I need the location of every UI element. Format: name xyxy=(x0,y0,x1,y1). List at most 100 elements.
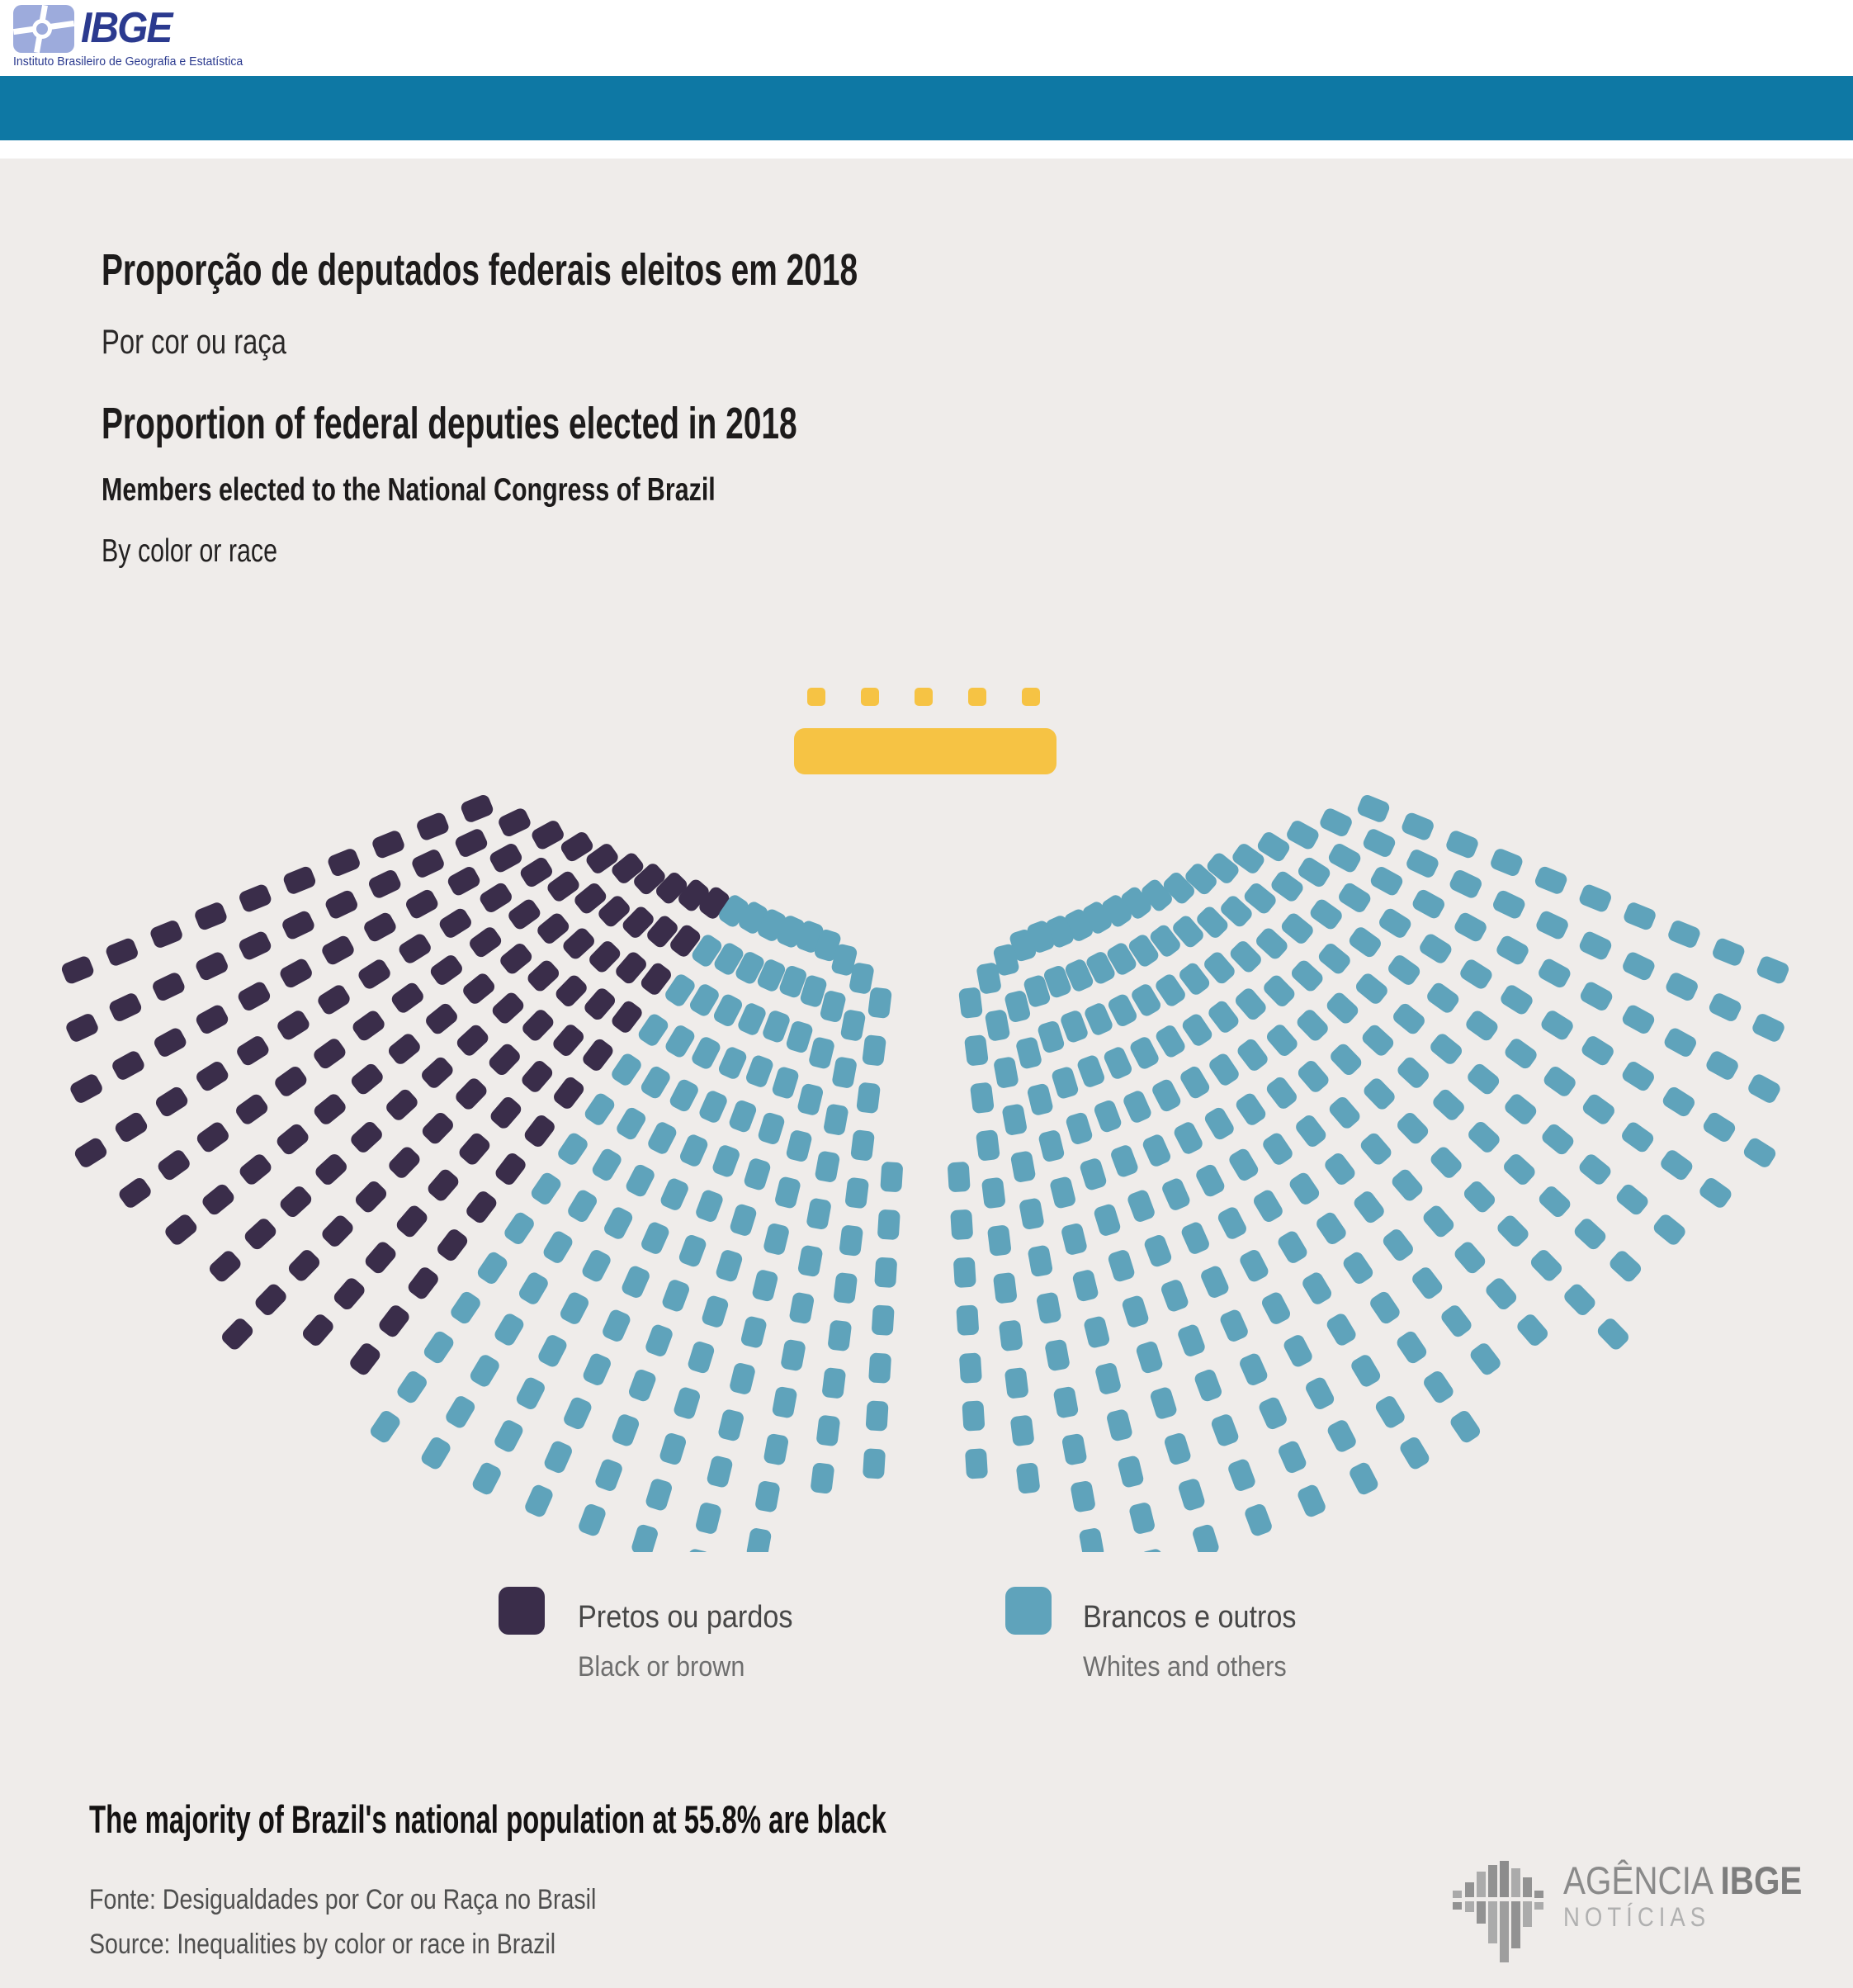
seat-dot xyxy=(1129,1503,1155,1534)
seat-dot xyxy=(470,1355,499,1387)
seat-dot xyxy=(325,890,357,919)
seat-dot xyxy=(1150,925,1180,957)
seat-dot xyxy=(1539,1186,1571,1218)
seat-dot xyxy=(757,959,786,992)
seat-dot xyxy=(1163,873,1194,904)
seat-dot xyxy=(314,1094,346,1124)
seat-dot xyxy=(150,921,182,948)
seat-dot xyxy=(1530,1250,1562,1281)
seat-dot xyxy=(1430,1147,1462,1178)
seat-dot xyxy=(428,1169,459,1201)
seat-dot xyxy=(1077,1055,1104,1087)
seat-dot xyxy=(158,1150,190,1181)
seat-dot xyxy=(699,1091,727,1123)
seat-dot xyxy=(1174,1122,1203,1154)
seat-dot xyxy=(1141,1549,1166,1552)
seat-dot xyxy=(426,1003,457,1034)
seat-dot xyxy=(1061,1433,1087,1465)
seat-dot xyxy=(1111,1145,1138,1177)
seat-dot xyxy=(527,960,560,992)
seat-dot xyxy=(1364,1078,1395,1110)
seat-dot xyxy=(1253,1190,1283,1222)
seat-dot xyxy=(1095,1363,1121,1394)
seat-dot xyxy=(612,853,644,883)
legend-label-en-black-brown: Black or brown xyxy=(578,1651,745,1683)
seat-dot xyxy=(386,1089,418,1120)
seat-dot xyxy=(1375,1396,1405,1428)
seat-dot xyxy=(522,1061,553,1092)
seat-dot xyxy=(459,1133,490,1165)
seat-dot xyxy=(1010,1151,1036,1182)
seat-dot xyxy=(239,884,272,912)
seat-dot xyxy=(598,896,630,927)
seat-dot xyxy=(1107,943,1137,975)
seat-dot xyxy=(993,944,1019,976)
seat-dot xyxy=(1209,1053,1239,1086)
seat-dot xyxy=(786,1020,813,1053)
seat-dot xyxy=(622,906,654,938)
seat-dot xyxy=(477,1252,508,1284)
seat-dot xyxy=(66,1014,98,1042)
seat-dot xyxy=(461,795,494,822)
seat-dot xyxy=(1709,993,1742,1021)
seat-dot xyxy=(1397,1112,1429,1144)
seat-dot xyxy=(1244,883,1276,914)
seat-dot xyxy=(592,1148,622,1181)
seat-dot xyxy=(1123,1091,1151,1123)
seat-dot xyxy=(1433,1089,1464,1120)
seat-dot xyxy=(1362,1025,1394,1056)
seat-dot xyxy=(1497,1215,1529,1247)
seat-dot xyxy=(1536,911,1568,940)
seat-dot xyxy=(1504,1154,1535,1185)
seat-dot xyxy=(351,1121,382,1153)
seat-dot xyxy=(1156,1025,1185,1058)
seat-dot xyxy=(239,931,272,960)
seat-dot xyxy=(1240,1353,1268,1385)
agencia-logo-line1: AGÊNCIA IBGE xyxy=(1563,1858,1803,1902)
seat-dot xyxy=(976,1129,1000,1161)
agencia-ibge-logo-icon xyxy=(1453,1861,1543,1962)
seat-dot xyxy=(1610,1251,1642,1282)
seat-dot xyxy=(1211,1414,1239,1446)
seat-dot xyxy=(499,808,531,837)
seat-dot xyxy=(355,1181,387,1213)
seat-dot xyxy=(629,1369,656,1402)
seat-dot xyxy=(1173,916,1203,948)
seat-dot xyxy=(1624,902,1656,930)
seat-dot xyxy=(568,1190,598,1222)
seat-dot xyxy=(1197,906,1228,938)
seat-dot xyxy=(439,908,471,938)
subtitle-en: By color or race xyxy=(102,533,278,569)
seat-dot xyxy=(1164,1432,1191,1465)
seat-dot xyxy=(1179,963,1210,995)
seat-dot xyxy=(1454,1242,1486,1274)
seat-dot xyxy=(712,1145,740,1177)
seat-dot xyxy=(1623,952,1655,981)
footer-fonte: Fonte: Desigualdades por Cor ou Raça no … xyxy=(89,1884,597,1915)
seat-dot xyxy=(365,1242,396,1274)
seat-dot xyxy=(1541,1011,1573,1040)
seat-dot xyxy=(797,1083,824,1115)
seat-dot xyxy=(1466,1011,1498,1041)
seat-dot xyxy=(1072,1270,1099,1302)
seat-dot xyxy=(237,1036,269,1066)
seat-dot xyxy=(1542,1124,1574,1155)
seat-dot xyxy=(1449,869,1482,898)
seat-dot xyxy=(399,934,431,963)
seat-dot xyxy=(314,1039,346,1069)
seat-dot xyxy=(1228,1459,1255,1491)
seat-dot xyxy=(508,899,541,930)
seat-dot xyxy=(1412,889,1444,919)
seat-dot xyxy=(1486,1278,1517,1310)
seat-dot xyxy=(772,1067,799,1099)
seat-dot xyxy=(1208,1001,1239,1033)
legend-label-pt-whites-others: Brancos e outros xyxy=(1083,1600,1297,1635)
seat-dot xyxy=(1579,931,1612,960)
seat-dot xyxy=(582,1250,611,1282)
seat-dot xyxy=(1441,1305,1472,1337)
seat-dot xyxy=(165,1214,197,1245)
speaker-table xyxy=(794,728,1056,774)
seat-dot xyxy=(1703,1112,1736,1142)
seat-dot xyxy=(1128,935,1159,967)
footer-headline: The majority of Brazil's national popula… xyxy=(89,1797,886,1841)
